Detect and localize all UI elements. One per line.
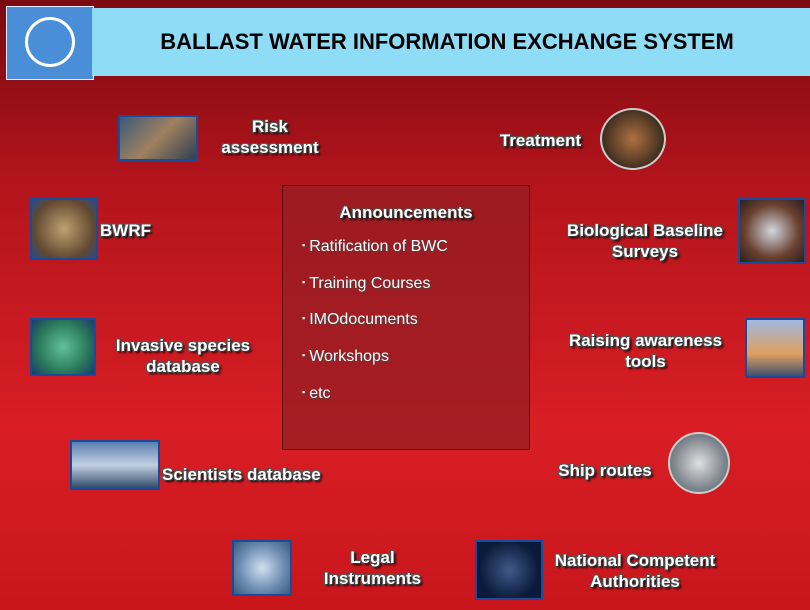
node-label[interactable]: Ship routes (545, 460, 665, 481)
node-label[interactable]: Raising awareness tools (548, 330, 743, 372)
announcement-item[interactable]: Workshops (302, 348, 389, 366)
thumbnail (30, 198, 98, 260)
thumbnail (232, 540, 292, 596)
announcement-item[interactable]: Ratification of BWC (302, 238, 448, 256)
node-label[interactable]: Invasive species database (98, 335, 268, 377)
thumbnail (668, 432, 730, 494)
announcements-title: Announcements (282, 203, 530, 223)
thumbnail (118, 115, 198, 161)
announcement-item[interactable]: etc (302, 385, 331, 403)
thumbnail (30, 318, 96, 376)
node-label[interactable]: Risk assessment (205, 116, 335, 158)
thumbnail (475, 540, 543, 600)
thumbnail (745, 318, 805, 378)
thumbnail (600, 108, 666, 170)
node-label[interactable]: National Competent Authorities (545, 550, 725, 592)
node-label[interactable]: Biological Baseline Surveys (550, 220, 740, 262)
node-label[interactable]: Scientists database (162, 464, 352, 485)
node-label[interactable]: Legal Instruments (315, 547, 430, 589)
node-label[interactable]: BWRF (100, 220, 170, 241)
announcement-item[interactable]: IMOdocuments (302, 311, 418, 329)
slide: BALLAST WATER INFORMATION EXCHANGE SYSTE… (0, 0, 810, 610)
header-title: BALLAST WATER INFORMATION EXCHANGE SYSTE… (92, 8, 802, 76)
node-label[interactable]: Treatment (488, 130, 593, 151)
logo (6, 6, 94, 80)
thumbnail (70, 440, 160, 490)
thumbnail (738, 198, 806, 264)
announcement-item[interactable]: Training Courses (302, 275, 430, 293)
